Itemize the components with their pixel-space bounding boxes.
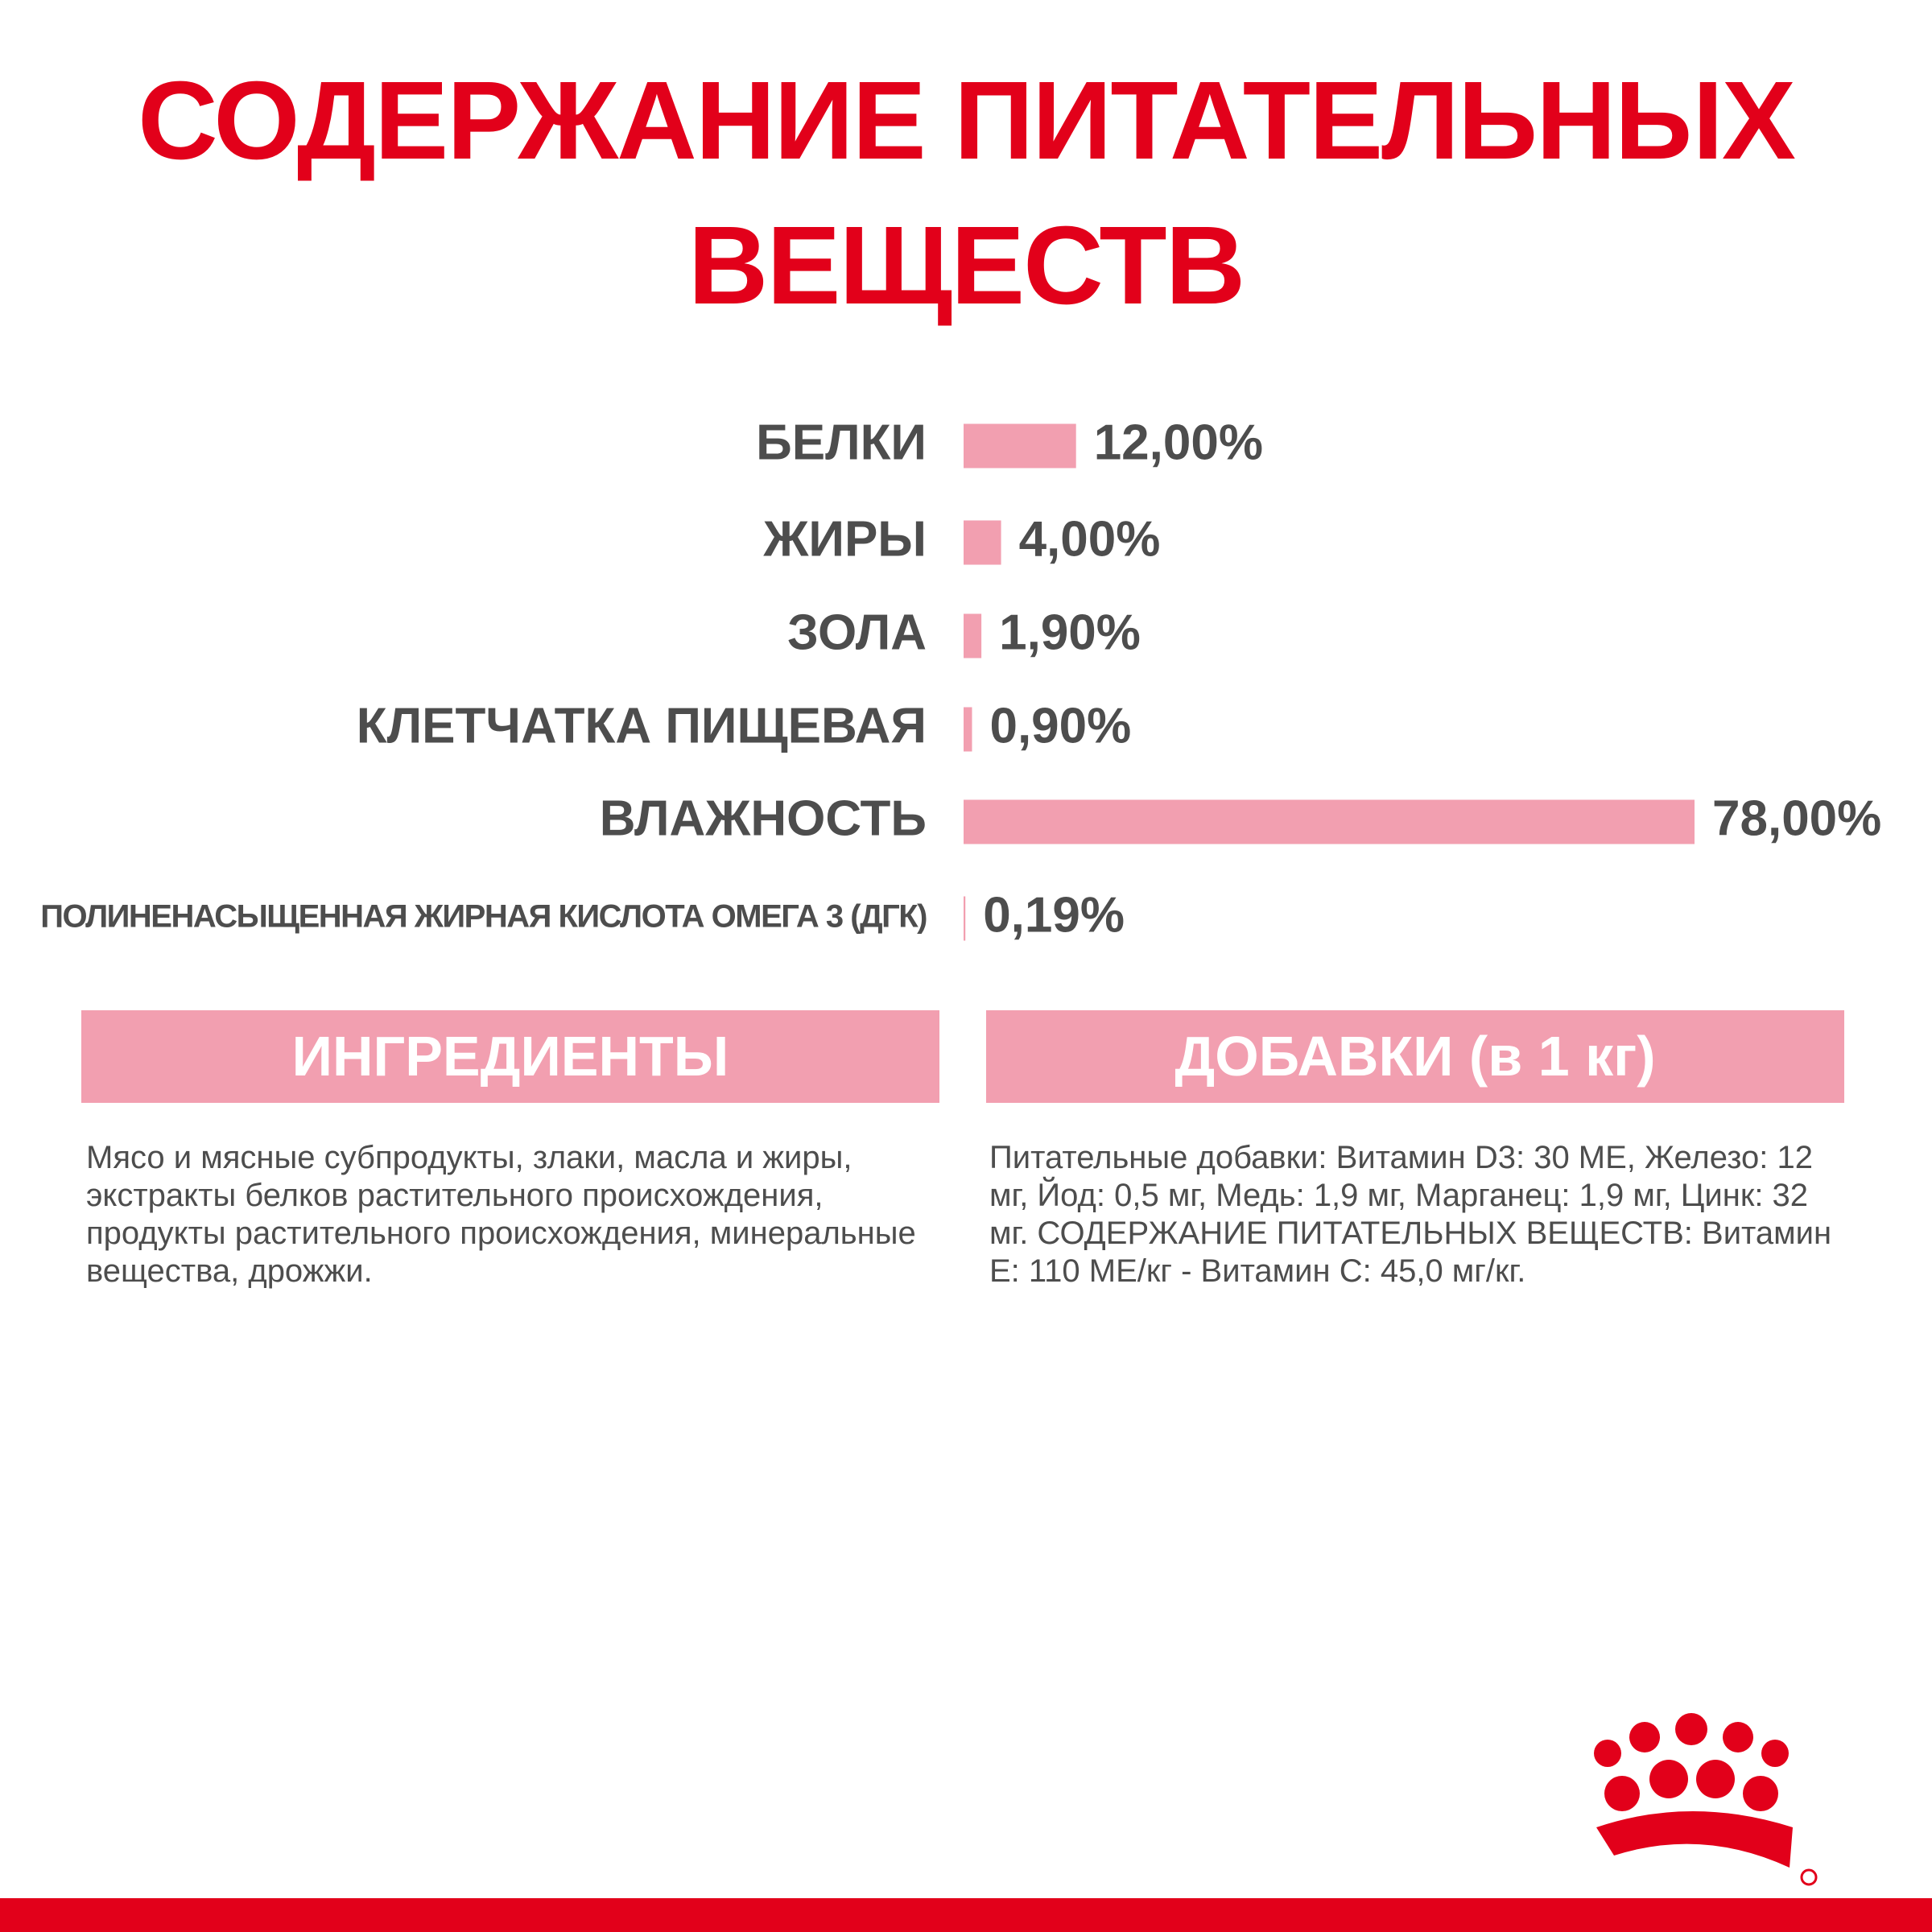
footer-bar <box>0 1898 1932 1932</box>
section-heading: ИНГРЕДИЕНТЫ <box>81 1010 939 1103</box>
section-text: Питательные добавки: Витамин D3: 30 МЕ, … <box>989 1140 1832 1289</box>
bar <box>964 423 1076 469</box>
value-label: 0,19% <box>983 887 1125 943</box>
bar <box>964 799 1695 844</box>
logo <box>1594 1713 1818 1886</box>
bar <box>964 520 1001 565</box>
category-label: ЗОЛА <box>787 605 927 660</box>
chart: БЕЛКИ 12,00% ЖИРЫ 4,00% ЗОЛА 1,90% КЛЕТЧАТКА П… <box>40 415 1881 943</box>
value-label: 0,90% <box>989 698 1131 753</box>
value-label: 12,00% <box>1094 415 1263 470</box>
section-heading: ДОБАВКИ (в 1 кг) <box>986 1010 1844 1103</box>
value-label: 1,90% <box>999 605 1141 660</box>
value-label: 4,00% <box>1019 511 1161 567</box>
bar <box>964 707 972 752</box>
category-label: ВЛАЖНОСТЬ <box>600 791 927 846</box>
title: СОДЕРЖАНИЕ ПИТАТЕЛЬНЫХ ВЕЩЕСТВ <box>138 59 1796 328</box>
category-label: ЖИРЫ <box>762 511 927 567</box>
category-label: БЕЛКИ <box>756 415 927 470</box>
value-label: 78,00% <box>1712 791 1881 846</box>
bar <box>964 613 982 658</box>
section-text: Мясо и мясные субпродукты, злаки, масла … <box>86 1140 916 1289</box>
bar <box>964 896 966 941</box>
category-label: ПОЛИНЕНАСЫЩЕННАЯ ЖИРНАЯ КИСЛОТА ОМЕГА 3 … <box>40 899 927 935</box>
category-label: КЛЕТЧАТКА ПИЩЕВАЯ <box>357 698 927 753</box>
